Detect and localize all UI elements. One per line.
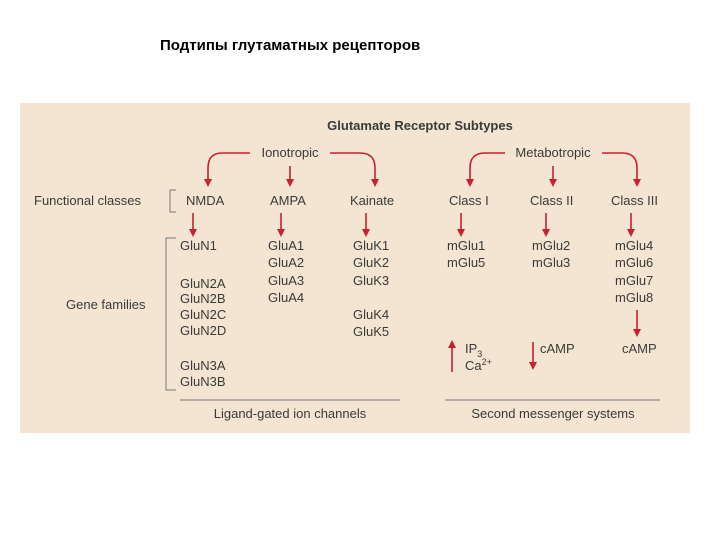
- messenger: cAMP: [540, 341, 575, 356]
- gene-name: mGlu3: [532, 255, 570, 270]
- gene-name: GluN3B: [180, 374, 226, 389]
- diagram-title: Glutamate Receptor Subtypes: [327, 118, 513, 133]
- brackets: [165, 189, 660, 401]
- gene-name: GluN2B: [180, 291, 226, 306]
- gene-name: mGlu7: [615, 273, 653, 288]
- class-name: Kainate: [350, 193, 394, 208]
- row-label: Functional classes: [34, 193, 141, 208]
- gene-name: GluN1: [180, 238, 217, 253]
- gene-name: mGlu1: [447, 238, 485, 253]
- group-label: Metabotropic: [515, 145, 591, 160]
- gene-name: GluK2: [353, 255, 389, 270]
- messenger: Ca2+: [465, 357, 492, 373]
- gene-name: mGlu2: [532, 238, 570, 253]
- footer-label: Second messenger systems: [471, 406, 635, 421]
- gene-name: mGlu5: [447, 255, 485, 270]
- gene-name: GluK5: [353, 324, 389, 339]
- gene-name: GluK3: [353, 273, 389, 288]
- gene-name: GluN2C: [180, 307, 226, 322]
- slide-title: Подтипы глутаматных рецепторов: [160, 37, 420, 54]
- gene-name: mGlu6: [615, 255, 653, 270]
- gene-name: GluN2D: [180, 323, 226, 338]
- class-name: AMPA: [270, 193, 306, 208]
- gene-name: mGlu8: [615, 290, 653, 305]
- class-name: Class II: [530, 193, 573, 208]
- class-name: Class III: [611, 193, 658, 208]
- diagram-panel: [20, 103, 690, 433]
- footer-label: Ligand-gated ion channels: [214, 406, 367, 421]
- gene-name: GluN3A: [180, 358, 226, 373]
- gene-name: GluA3: [268, 273, 304, 288]
- gene-name: mGlu4: [615, 238, 653, 253]
- gene-name: GluN2A: [180, 276, 226, 291]
- arrows: [189, 152, 641, 372]
- gene-name: GluA2: [268, 255, 304, 270]
- row-label: Gene families: [66, 297, 146, 312]
- group-label: Ionotropic: [261, 145, 319, 160]
- class-name: Class I: [449, 193, 489, 208]
- gene-name: GluK1: [353, 238, 389, 253]
- gene-name: GluK4: [353, 307, 389, 322]
- gene-name: GluA4: [268, 290, 304, 305]
- class-name: NMDA: [186, 193, 225, 208]
- gene-name: GluA1: [268, 238, 304, 253]
- messenger: IP3: [465, 341, 482, 359]
- messenger: cAMP: [622, 341, 657, 356]
